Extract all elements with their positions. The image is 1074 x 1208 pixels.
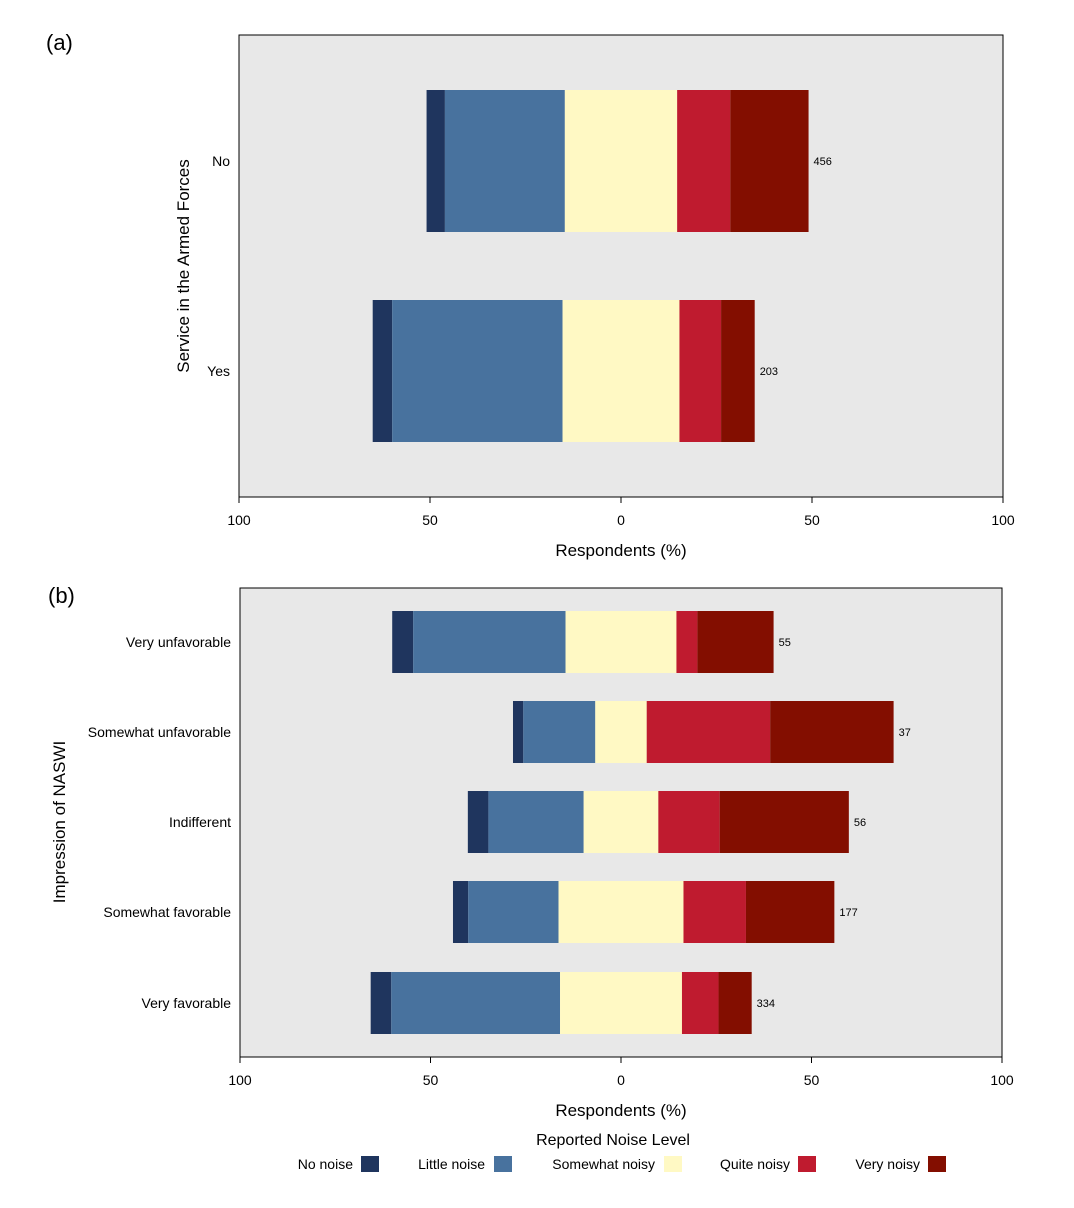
panel-b-bar-very-unfavorable-little-noise (413, 611, 566, 673)
legend-title: Reported Noise Level (536, 1132, 690, 1149)
panel-a-bar-no-quite-noisy (677, 90, 731, 232)
panel-a-x-tick-label: 50 (422, 512, 438, 528)
legend-swatch-somewhat-noisy (664, 1156, 682, 1172)
panel-b-bar-indifferent-very-noisy (719, 791, 849, 853)
panel-b-bar-somewhat-favorable-little-noise (468, 881, 559, 943)
legend-swatch-little-noise (494, 1156, 512, 1172)
panel-b-bar-very-unfavorable-somewhat-noisy (565, 611, 677, 673)
panel-b-bar-very-favorable-no-noise (370, 972, 392, 1034)
panel-b-bar-somewhat-favorable-somewhat-noisy (558, 881, 684, 943)
panel-a-x-tick-label: 0 (617, 512, 625, 528)
legend-swatch-no-noise (361, 1156, 379, 1172)
panel-b-category-label: Somewhat unfavorable (88, 724, 231, 740)
panel-b-bar-very-favorable-quite-noisy (681, 972, 719, 1034)
panel-b-n-label-very-favorable: 334 (757, 998, 775, 1010)
panel-b-bar-indifferent-somewhat-noisy (583, 791, 659, 853)
panel-a-bar-no-very-noisy (730, 90, 809, 232)
panel-b-bar-somewhat-unfavorable-quite-noisy (646, 701, 771, 763)
panel-a-bar-yes-somewhat-noisy (562, 300, 680, 442)
panel-b-bar-somewhat-unfavorable-somewhat-noisy (595, 701, 647, 763)
panel-a-bar-yes-very-noisy (721, 300, 755, 442)
panel-b-x-axis-title: Respondents (%) (555, 1101, 686, 1120)
panel-a-x-axis-title: Respondents (%) (555, 541, 686, 560)
panel-b-x-tick-label: 50 (423, 1072, 439, 1088)
panel-b-bar-somewhat-favorable-no-noise (452, 881, 469, 943)
panel-b-bar-somewhat-favorable-quite-noisy (683, 881, 746, 943)
panel-b-bar-very-unfavorable-quite-noisy (676, 611, 698, 673)
panel-b-x-tick-label: 100 (228, 1072, 252, 1088)
panel-b-bar-somewhat-unfavorable-very-noisy (770, 701, 894, 763)
legend-swatch-very-noisy (928, 1156, 946, 1172)
panel-a-y-axis-title: Service in the Armed Forces (174, 159, 193, 373)
panel-a-category-label: Yes (207, 363, 230, 379)
panel-a-x-tick-label: 100 (227, 512, 251, 528)
panel-b-bar-indifferent-little-noise (488, 791, 584, 853)
panel-b-x-tick-label: 50 (804, 1072, 820, 1088)
panel-a-bar-no-no-noise (426, 90, 445, 232)
panel-a-bar-yes-no-noise (372, 300, 393, 442)
panel-a-category-label: No (212, 153, 230, 169)
panel-b-n-label-somewhat-favorable: 177 (839, 907, 857, 919)
panel-b-bar-very-favorable-somewhat-noisy (560, 972, 682, 1034)
panel-b-category-label: Somewhat favorable (103, 904, 231, 920)
legend: Reported Noise Level No noise Little nois… (298, 1132, 946, 1172)
panel-b-bar-indifferent-no-noise (467, 791, 489, 853)
legend-label-somewhat-noisy: Somewhat noisy (552, 1156, 655, 1172)
panel-a-n-label-no: 456 (814, 156, 832, 168)
panel-b-bar-very-unfavorable-very-noisy (697, 611, 774, 673)
panel-a: (a) 456 203 100 50 0 50 100 No Yes Respondents… (46, 30, 1015, 560)
legend-label-no-noise: No noise (298, 1156, 353, 1172)
panel-b-bar-very-favorable-very-noisy (718, 972, 752, 1034)
panel-b-letter: (b) (48, 583, 75, 608)
panel-a-bar-no-little-noise (444, 90, 565, 232)
panel-b-bar-very-unfavorable-no-noise (392, 611, 414, 673)
legend-label-very-noisy: Very noisy (855, 1156, 920, 1172)
panel-b-n-label-indifferent: 56 (854, 817, 866, 829)
panel-b-y-axis-title: Impression of NASWI (50, 741, 69, 904)
panel-b-category-label: Very unfavorable (126, 634, 231, 650)
panel-a-bar-yes-quite-noisy (679, 300, 722, 442)
panel-b-n-label-very-unfavorable: 55 (779, 637, 791, 649)
panel-b-bar-somewhat-unfavorable-no-noise (512, 701, 524, 763)
legend-label-little-noise: Little noise (418, 1156, 485, 1172)
panel-a-n-label-yes: 203 (760, 366, 778, 378)
panel-a-bar-no-somewhat-noisy (564, 90, 678, 232)
panel-b-category-label: Indifferent (169, 814, 231, 830)
panel-b-n-label-somewhat-unfavorable: 37 (899, 727, 911, 739)
panel-b-bar-indifferent-quite-noisy (658, 791, 720, 853)
panel-a-bar-yes-little-noise (392, 300, 563, 442)
panel-b-x-tick-label: 100 (990, 1072, 1014, 1088)
panel-a-letter: (a) (46, 30, 73, 55)
panel-a-x-tick-label: 100 (991, 512, 1015, 528)
panel-b-x-tick-label: 0 (617, 1072, 625, 1088)
panel-b-bar-somewhat-unfavorable-little-noise (523, 701, 596, 763)
panel-a-x-tick-label: 50 (804, 512, 820, 528)
panel-b-category-label: Very favorable (142, 995, 232, 1011)
legend-label-quite-noisy: Quite noisy (720, 1156, 790, 1172)
panel-b-bar-very-favorable-little-noise (391, 972, 561, 1034)
panel-b: (b) 55 37 56 177 334 100 50 0 50 100 Very unfavo… (48, 583, 1014, 1120)
panel-b-bar-somewhat-favorable-very-noisy (745, 881, 835, 943)
legend-swatch-quite-noisy (798, 1156, 816, 1172)
